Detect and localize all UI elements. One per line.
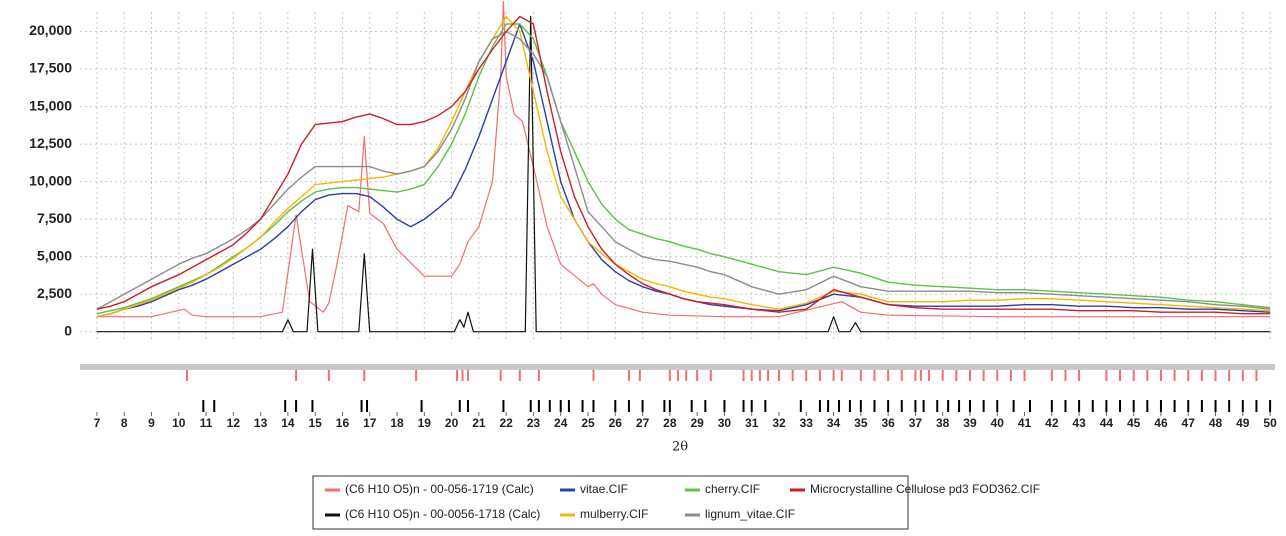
x-tick-label: 23 bbox=[527, 416, 541, 430]
series-line bbox=[96, 15, 1271, 333]
x-tick-label: 49 bbox=[1236, 416, 1250, 430]
separator-band bbox=[80, 364, 1275, 370]
x-tick-label: 20 bbox=[445, 416, 459, 430]
y-tick-label: 10,000 bbox=[29, 172, 72, 188]
y-tick-label: 5,000 bbox=[37, 247, 72, 263]
legend-label: Microcrystalline Cellulose pd3 FOD362.CI… bbox=[810, 482, 1040, 496]
y-tick-label: 15,000 bbox=[29, 97, 72, 113]
legend-label: cherry.CIF bbox=[705, 482, 760, 496]
x-tick-label: 46 bbox=[1154, 416, 1168, 430]
legend-label: lignum_vitae.CIF bbox=[705, 507, 795, 521]
x-tick-label: 44 bbox=[1100, 416, 1114, 430]
y-tick-label: 17,500 bbox=[29, 60, 72, 76]
x-tick-label: 40 bbox=[991, 416, 1005, 430]
x-tick-label: 19 bbox=[418, 416, 432, 430]
x-tick-label: 34 bbox=[827, 416, 841, 430]
series-line bbox=[96, 23, 1271, 318]
x-tick-label: 25 bbox=[581, 416, 595, 430]
x-tick-label: 39 bbox=[963, 416, 977, 430]
y-tick-label: 0 bbox=[64, 322, 72, 338]
x-tick-label: 43 bbox=[1072, 416, 1086, 430]
legend-box bbox=[312, 475, 909, 530]
x-tick-label: 28 bbox=[663, 416, 677, 430]
x-tick-label: 42 bbox=[1045, 416, 1059, 430]
series-line bbox=[96, 23, 1271, 315]
series-line bbox=[96, 0, 1271, 318]
x-tick-label: 8 bbox=[121, 416, 128, 430]
x-tick-label: 9 bbox=[148, 416, 155, 430]
x-tick-label: 33 bbox=[800, 416, 814, 430]
x-tick-label: 36 bbox=[881, 416, 895, 430]
x-tick-label: 29 bbox=[690, 416, 704, 430]
x-tick-label: 35 bbox=[854, 416, 868, 430]
x-tick-label: 16 bbox=[336, 416, 350, 430]
series-line bbox=[96, 15, 1271, 315]
x-tick-label: 26 bbox=[609, 416, 623, 430]
x-tick-label: 31 bbox=[745, 416, 759, 430]
x-tick-label: 10 bbox=[172, 416, 186, 430]
legend-label: mulberry.CIF bbox=[580, 507, 648, 521]
x-tick-label: 50 bbox=[1263, 416, 1277, 430]
y-tick-label: 2,500 bbox=[37, 285, 72, 301]
x-tick-label: 13 bbox=[254, 416, 268, 430]
legend-label: (C6 H10 O5)n - 00-0056-1718 (Calc) bbox=[345, 507, 540, 521]
x-tick-label: 15 bbox=[309, 416, 323, 430]
x-tick-label: 24 bbox=[554, 416, 568, 430]
x-tick-label: 17 bbox=[363, 416, 377, 430]
x-tick-label: 21 bbox=[472, 416, 486, 430]
y-tick-label: 12,500 bbox=[29, 135, 72, 151]
y-tick-label: 7,500 bbox=[37, 210, 72, 226]
x-tick-label: 47 bbox=[1182, 416, 1196, 430]
x-tick-label: 14 bbox=[281, 416, 295, 430]
series-line bbox=[96, 30, 1271, 310]
x-tick-label: 22 bbox=[499, 416, 513, 430]
legend-label: (C6 H10 O5)n - 00-056-1719 (Calc) bbox=[345, 482, 534, 496]
x-tick-label: 27 bbox=[636, 416, 650, 430]
x-tick-label: 18 bbox=[390, 416, 404, 430]
x-axis-label: 2θ bbox=[672, 440, 688, 455]
x-tick-label: 41 bbox=[1018, 416, 1032, 430]
x-tick-label: 7 bbox=[94, 416, 101, 430]
x-tick-label: 37 bbox=[909, 416, 923, 430]
x-tick-label: 11 bbox=[200, 416, 213, 430]
legend-label: vitae.CIF bbox=[580, 482, 628, 496]
x-tick-label: 30 bbox=[718, 416, 732, 430]
x-tick-label: 32 bbox=[772, 416, 786, 430]
x-tick-label: 45 bbox=[1127, 416, 1141, 430]
x-tick-label: 48 bbox=[1209, 416, 1223, 430]
x-tick-label: 12 bbox=[227, 416, 241, 430]
y-tick-label: 20,000 bbox=[29, 22, 72, 38]
x-tick-label: 38 bbox=[936, 416, 950, 430]
series-line bbox=[96, 15, 1271, 318]
